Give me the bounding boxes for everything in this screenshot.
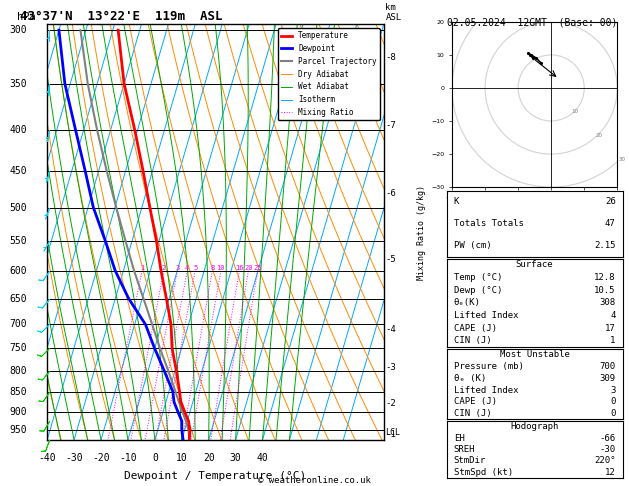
Text: 26: 26 [605,197,616,206]
Text: hPa: hPa [17,12,36,22]
Text: 400: 400 [9,125,27,135]
Text: 8: 8 [210,265,214,271]
Text: SREH: SREH [454,445,475,454]
Text: 10: 10 [572,109,579,114]
Text: 700: 700 [9,319,27,330]
Text: 450: 450 [9,166,27,176]
Text: 500: 500 [9,203,27,212]
Text: 3: 3 [610,385,616,395]
Text: CAPE (J): CAPE (J) [454,397,497,406]
Text: 850: 850 [9,387,27,397]
Text: Mixing Ratio (g/kg): Mixing Ratio (g/kg) [418,185,426,279]
Text: θₑ(K): θₑ(K) [454,298,481,307]
Text: CAPE (J): CAPE (J) [454,324,497,332]
Text: 650: 650 [9,294,27,304]
Text: -30: -30 [65,453,83,463]
Text: 800: 800 [9,366,27,376]
Text: CIN (J): CIN (J) [454,409,491,418]
Text: Lifted Index: Lifted Index [454,311,518,320]
Text: 40: 40 [257,453,269,463]
Text: Pressure (mb): Pressure (mb) [454,362,523,371]
Text: 300: 300 [9,25,27,35]
Text: 0: 0 [610,397,616,406]
Text: 2: 2 [162,265,166,271]
Text: 30: 30 [230,453,242,463]
Text: 30: 30 [619,157,626,162]
Text: Hodograph: Hodograph [511,422,559,432]
Text: 4: 4 [610,311,616,320]
Text: -30: -30 [599,445,616,454]
X-axis label: kt: kt [530,201,540,210]
Text: Dewpoint / Temperature (°C): Dewpoint / Temperature (°C) [125,471,306,481]
Text: 4: 4 [185,265,189,271]
Text: 16: 16 [235,265,243,271]
Text: -3: -3 [386,363,396,372]
Text: 600: 600 [9,266,27,276]
Text: 20: 20 [203,453,214,463]
Text: 1: 1 [140,265,144,271]
Text: 1: 1 [610,336,616,345]
Text: K: K [454,197,459,206]
Text: 5: 5 [193,265,198,271]
Text: -20: -20 [92,453,110,463]
Text: 10: 10 [216,265,225,271]
Text: 10: 10 [176,453,187,463]
Text: -1: -1 [386,430,396,438]
Text: Totals Totals: Totals Totals [454,219,523,228]
Text: 2.15: 2.15 [594,241,616,250]
Text: 10.5: 10.5 [594,286,616,295]
Text: 25: 25 [253,265,262,271]
Text: 12.8: 12.8 [594,273,616,282]
Text: 700: 700 [599,362,616,371]
Text: -66: -66 [599,434,616,443]
Text: km
ASL: km ASL [386,3,401,22]
Text: 0: 0 [610,409,616,418]
Text: 17: 17 [605,324,616,332]
Text: 550: 550 [9,236,27,245]
Text: 950: 950 [9,425,27,435]
Text: -4: -4 [386,325,396,334]
Legend: Temperature, Dewpoint, Parcel Trajectory, Dry Adiabat, Wet Adiabat, Isotherm, Mi: Temperature, Dewpoint, Parcel Trajectory… [277,28,380,120]
Text: -8: -8 [386,53,396,62]
Text: 3: 3 [175,265,179,271]
Text: StmDir: StmDir [454,456,486,465]
Text: -5: -5 [386,255,396,263]
Text: Temp (°C): Temp (°C) [454,273,502,282]
Text: LCL: LCL [386,428,401,437]
Text: © weatheronline.co.uk: © weatheronline.co.uk [258,476,371,485]
Text: 20: 20 [244,265,253,271]
Text: Lifted Index: Lifted Index [454,385,518,395]
Text: 47: 47 [605,219,616,228]
Text: -6: -6 [386,189,396,198]
Text: -40: -40 [38,453,56,463]
Text: 0: 0 [152,453,158,463]
Text: Surface: Surface [516,260,554,269]
Text: 309: 309 [599,374,616,383]
Text: 750: 750 [9,343,27,353]
Text: 02.05.2024  12GMT  (Base: 00): 02.05.2024 12GMT (Base: 00) [447,17,617,27]
Text: -2: -2 [386,399,396,408]
Text: Dewp (°C): Dewp (°C) [454,286,502,295]
Text: -7: -7 [386,121,396,130]
Text: StmSpd (kt): StmSpd (kt) [454,468,513,477]
Text: 220°: 220° [594,456,616,465]
Text: -10: -10 [119,453,136,463]
Text: 43°37'N  13°22'E  119m  ASL: 43°37'N 13°22'E 119m ASL [20,10,223,23]
Text: 20: 20 [595,133,602,138]
Text: CIN (J): CIN (J) [454,336,491,345]
Text: 350: 350 [9,79,27,88]
Text: 900: 900 [9,407,27,417]
Text: 12: 12 [605,468,616,477]
Text: EH: EH [454,434,464,443]
Text: θₑ (K): θₑ (K) [454,374,486,383]
Text: PW (cm): PW (cm) [454,241,491,250]
Text: 308: 308 [599,298,616,307]
Text: Most Unstable: Most Unstable [499,350,570,359]
